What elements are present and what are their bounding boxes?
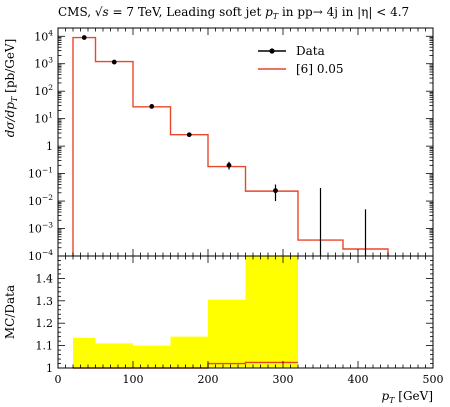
ratio-y-tick-label-3: 1.3 [36, 295, 54, 308]
legend-data-marker [269, 48, 275, 54]
ratio-plot-area [73, 256, 298, 369]
legend: Data [6] 0.05 [258, 44, 344, 76]
ratio-x-tick-label-4: 400 [348, 373, 369, 386]
data-point-3 [186, 132, 192, 138]
ratio-x-tick-label-2: 200 [198, 373, 219, 386]
ratio-x-tick-label-0: 0 [55, 373, 62, 386]
ratio-y-tick-label-2: 1.2 [36, 317, 54, 330]
main-y-axis-title: dσ/dpT [pb/GeV] [3, 39, 19, 138]
main-y-axis: 10−4 10−3 10−2 10−1 1 101 102 103 104 [28, 27, 433, 263]
ratio-x-tick-label-5: 500 [423, 373, 444, 386]
ratio-band-0 [73, 337, 96, 368]
x-axis-title: pT [GeV] [381, 389, 433, 405]
main-x-ticks [57, 28, 434, 256]
ratio-y-tick-label-1: 1.1 [36, 340, 54, 353]
data-point-2 [149, 103, 155, 109]
main-y-tick-label-2: 10−2 [28, 193, 53, 208]
ratio-y-tick-label-0: 1 [46, 362, 53, 375]
main-y-tick-label-3: 10−1 [28, 166, 53, 181]
main-y-tick-label-0: 10−4 [28, 248, 53, 263]
ratio-band-3 [170, 336, 208, 368]
main-y-tick-label-4: 1 [46, 140, 53, 153]
ratio-y-axis-title: MC/Data [3, 285, 17, 339]
mc-step-line [72, 36, 389, 256]
data-point-4 [226, 162, 232, 168]
ratio-band-5 [245, 256, 298, 368]
chart-title: CMS, √s = 7 TeV, Leading soft jet pT in … [58, 5, 409, 21]
ratio-x-axis: 0 100 200 300 400 500 [55, 256, 444, 386]
main-plot-area [72, 35, 389, 256]
ratio-x-tick-label-1: 100 [123, 373, 144, 386]
data-point-1 [111, 59, 117, 65]
data-point-5 [273, 188, 278, 194]
ratio-x-tick-label-3: 300 [273, 373, 294, 386]
main-y-tick-label-7: 103 [34, 56, 53, 71]
main-y-tick-label-6: 102 [34, 83, 53, 98]
legend-mc-label: [6] 0.05 [296, 62, 344, 76]
ratio-band-2 [133, 345, 171, 368]
legend-data-label: Data [296, 44, 325, 58]
data-point-0 [81, 35, 87, 40]
ratio-panel: 1 1.1 1.2 1.3 1.4 0 100 200 300 400 500 [36, 255, 444, 386]
ratio-y-axis: 1 1.1 1.2 1.3 1.4 [36, 255, 433, 375]
main-y-tick-label-1: 10−3 [28, 221, 53, 236]
main-y-tick-label-5: 101 [34, 111, 53, 126]
ratio-band-4 [208, 299, 246, 368]
main-y-tick-label-8: 104 [34, 28, 53, 43]
ratio-band-1 [95, 343, 133, 368]
ratio-y-tick-label-4: 1.4 [36, 272, 54, 285]
main-panel: 10−4 10−3 10−2 10−1 1 101 102 103 104 Data [6] 0.… [28, 27, 434, 263]
